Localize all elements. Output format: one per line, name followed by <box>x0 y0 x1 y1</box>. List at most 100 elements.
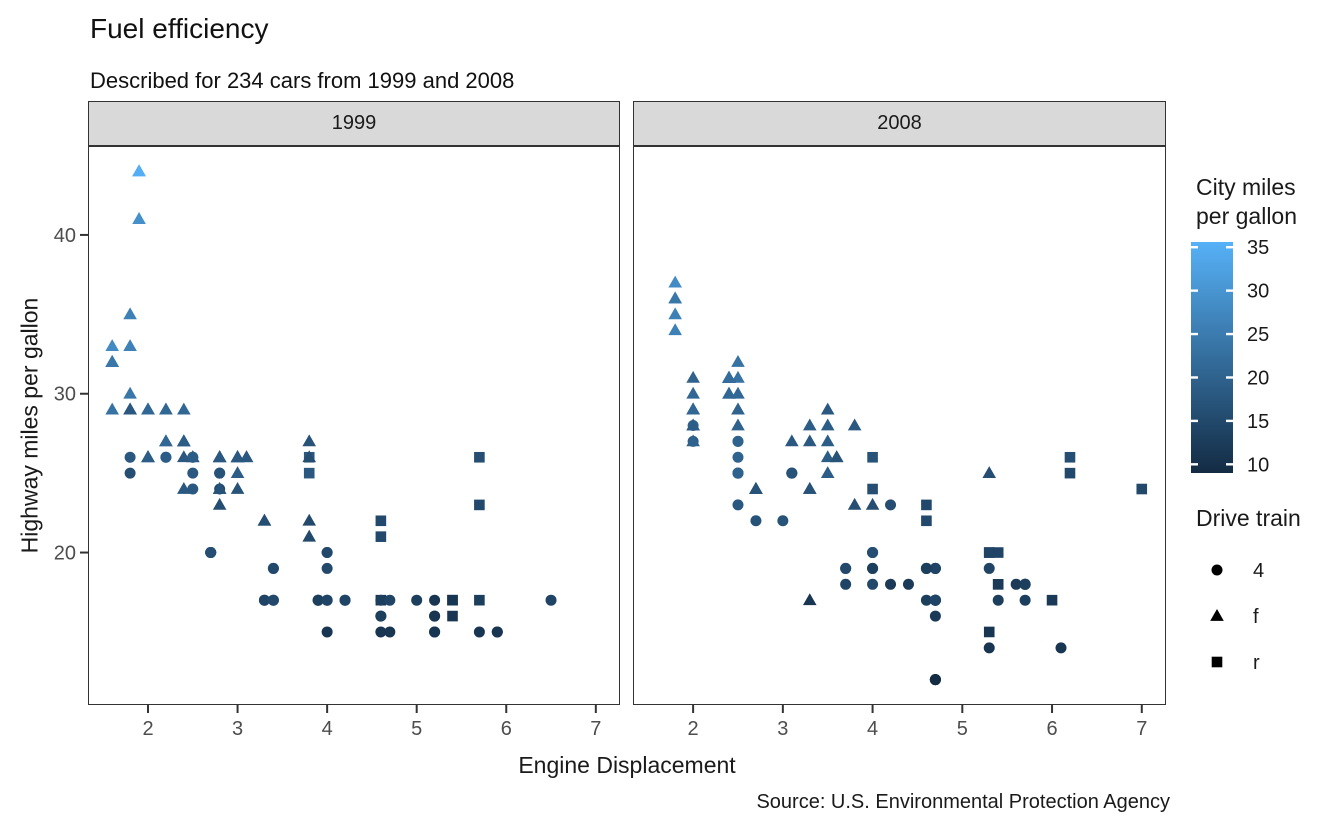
data-point <box>159 402 173 415</box>
data-point <box>239 450 254 463</box>
data-point <box>1064 451 1076 463</box>
data-point <box>187 483 199 495</box>
data-point <box>840 562 852 574</box>
colorbar-tick-label: 15 <box>1247 411 1269 433</box>
data-point <box>141 450 155 463</box>
data-point <box>375 515 387 527</box>
data-point <box>230 482 245 494</box>
x-axis-tick-label: 3 <box>777 718 788 740</box>
colorbar <box>1191 242 1233 473</box>
colorbar-tick <box>1226 289 1233 292</box>
colorbar-tick-label: 20 <box>1247 367 1269 389</box>
data-point <box>885 499 897 511</box>
data-point <box>375 610 387 622</box>
legend-key-triangle-icon <box>1210 609 1224 621</box>
data-point <box>545 594 557 606</box>
colorbar-tick <box>1191 289 1198 292</box>
y-axis-tick-label: 40 <box>54 225 76 247</box>
x-axis-tick-label: 6 <box>501 718 512 740</box>
data-point <box>686 402 700 415</box>
facet-panel-2008 <box>633 146 1166 705</box>
data-point <box>802 593 817 606</box>
data-point <box>312 594 324 606</box>
data-point <box>302 513 317 526</box>
plot-subtitle: Described for 234 cars from 1999 and 200… <box>90 68 515 93</box>
data-point <box>474 594 485 606</box>
colorbar-tick <box>1191 376 1198 379</box>
data-point <box>124 467 136 479</box>
facet-strip-label: 1999 <box>331 112 377 134</box>
data-point <box>384 626 396 638</box>
colorbar-tick <box>1226 246 1233 249</box>
data-point <box>1019 578 1031 590</box>
data-point <box>722 370 736 383</box>
data-point <box>302 434 317 447</box>
data-point <box>820 402 835 415</box>
data-point <box>123 402 137 415</box>
data-point <box>411 594 423 606</box>
data-point <box>731 370 745 383</box>
data-point <box>777 515 789 527</box>
data-point <box>867 547 879 559</box>
data-point <box>820 418 835 431</box>
data-point <box>375 531 387 542</box>
x-axis-tick-label: 7 <box>590 718 601 740</box>
data-point <box>474 499 485 511</box>
data-point <box>992 594 1004 606</box>
data-point <box>177 450 191 463</box>
data-point <box>205 547 217 559</box>
facet-points-2008 <box>668 275 1148 686</box>
data-point <box>1019 594 1031 606</box>
data-point <box>429 626 441 638</box>
data-point <box>212 450 227 463</box>
data-point <box>177 402 191 415</box>
data-point <box>160 451 172 463</box>
data-point <box>820 450 835 463</box>
data-point <box>105 402 119 415</box>
colorbar-tick <box>1226 419 1233 423</box>
page-title: Fuel efficiency <box>90 13 269 44</box>
data-point <box>732 451 744 463</box>
data-point <box>123 307 137 320</box>
colorbar-tick-label: 25 <box>1247 324 1269 346</box>
data-point <box>885 578 897 590</box>
data-point <box>983 547 995 558</box>
data-point <box>321 562 333 574</box>
colorbar-tick-label: 35 <box>1247 237 1269 259</box>
data-point <box>447 610 458 622</box>
data-point <box>447 594 458 606</box>
data-point <box>847 497 862 510</box>
data-point <box>474 451 485 463</box>
x-axis-tick-label: 2 <box>688 718 699 740</box>
x-axis-tick-label: 5 <box>411 718 422 740</box>
data-point <box>802 418 817 431</box>
colorbar-tick <box>1226 376 1233 379</box>
data-point <box>731 418 745 431</box>
data-point <box>686 370 700 383</box>
facet-strip-label: 2008 <box>877 112 922 134</box>
facet-points-1999 <box>105 164 557 638</box>
shape-legend-item-label: 4 <box>1253 560 1264 582</box>
colorbar-tick <box>1226 463 1233 466</box>
x-axis-title: Engine Displacement <box>518 752 736 778</box>
data-point <box>177 482 191 494</box>
data-point <box>258 594 270 606</box>
data-point <box>1064 467 1076 479</box>
facet-panel-1999 <box>88 146 620 705</box>
data-point <box>920 594 932 606</box>
data-point <box>820 466 835 479</box>
data-point <box>321 626 333 638</box>
data-point <box>1010 578 1022 590</box>
data-point <box>668 291 682 304</box>
data-point <box>230 466 245 479</box>
y-axis-title: Highway miles per gallon <box>16 297 43 554</box>
data-point <box>212 482 227 494</box>
data-point <box>992 547 1004 558</box>
x-axis-tick-label: 4 <box>867 718 878 740</box>
data-point <box>785 434 799 447</box>
data-point <box>750 515 762 527</box>
data-point <box>124 451 136 463</box>
data-point <box>686 386 700 399</box>
data-point <box>929 562 941 574</box>
